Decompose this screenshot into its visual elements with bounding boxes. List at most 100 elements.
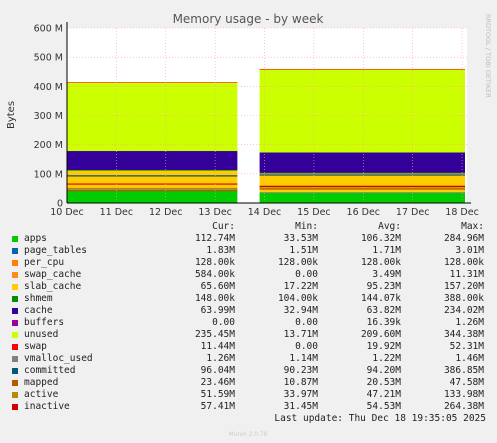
legend-min: 128.00k <box>277 257 318 268</box>
legend-label: unused <box>24 329 59 340</box>
legend-label: cache <box>24 305 53 316</box>
legend-row-active: active 51.59M 33.97M 47.21M 133.98M <box>12 389 486 401</box>
legend-max: 234.02M <box>443 305 484 316</box>
legend-max: 11.31M <box>449 269 484 280</box>
x-tick-label: 16 Dec <box>347 207 381 218</box>
legend-label: swap_cache <box>24 269 82 280</box>
header-min: Min: <box>295 221 318 232</box>
legend-avg: 209.60M <box>360 329 401 340</box>
x-tick-label: 14 Dec <box>248 207 282 218</box>
legend-row-swap-cache: swap_cache 584.00k 0.00 3.49M 11.31M <box>12 269 486 281</box>
header-avg: Avg: <box>378 221 401 232</box>
legend-cur: 65.60M <box>200 281 235 292</box>
legend-min: 0.00 <box>295 269 318 280</box>
rrdtool-credit: RRDTOOL / TOBI OETIKER <box>484 14 492 98</box>
y-tick-label: 400 M <box>34 82 63 93</box>
legend-cur: 584.00k <box>194 269 235 280</box>
area-swap-cache-before <box>67 189 238 190</box>
legend-cur: 63.99M <box>200 305 235 316</box>
legend-avg: 63.82M <box>366 305 401 316</box>
grid <box>66 22 471 204</box>
legend-swatch <box>12 296 18 302</box>
legend-row-mapped: mapped 23.46M 10.87M 20.53M 47.58M <box>12 377 486 389</box>
legend-swatch <box>12 404 18 410</box>
legend-max: 3.01M <box>455 245 484 256</box>
legend-row-page-tables: page_tables 1.83M 1.51M 1.71M 3.01M <box>12 245 486 257</box>
legend-cur: 23.46M <box>200 377 235 388</box>
area-apps-after <box>259 192 465 203</box>
area-shmem-after <box>259 172 465 174</box>
area-slab-cache-after <box>259 172 465 192</box>
area-swap-cache-after <box>259 191 465 193</box>
legend-max: 264.38M <box>443 401 484 412</box>
legend-header: Cur: Min: Avg: Max: <box>12 221 486 233</box>
legend-swatch <box>12 236 18 242</box>
legend-swatch <box>12 272 18 278</box>
legend-row-shmem: shmem 148.00k 104.00k 144.07k 388.00k <box>12 293 486 305</box>
legend-swatch <box>12 332 18 338</box>
legend-max: 128.00k <box>443 257 484 268</box>
legend-max: 133.98M <box>443 389 484 400</box>
legend-cur: 112.74M <box>194 233 235 244</box>
legend-max: 386.85M <box>443 365 484 376</box>
legend-cur: 11.44M <box>200 341 235 352</box>
legend-cur: 235.45M <box>194 329 235 340</box>
legend-min: 0.00 <box>295 317 318 328</box>
area-swap-before <box>67 82 238 83</box>
legend-cur: 148.00k <box>194 293 235 304</box>
legend-avg: 16.39k <box>366 317 401 328</box>
legend-min: 104.00k <box>277 293 318 304</box>
legend-avg: 1.22M <box>372 353 401 364</box>
x-tick-label: 12 Dec <box>149 207 183 218</box>
x-axis-ticks: 10 Dec 11 Dec 12 Dec 13 Dec 14 Dec 15 Dec 16 D… <box>50 207 479 218</box>
y-tick-label: 100 M <box>34 169 63 180</box>
x-tick-label: 15 Dec <box>297 207 331 218</box>
legend-cur: 0.00 <box>212 317 235 328</box>
y-tick-label: 200 M <box>34 140 63 151</box>
legend-max: 1.26M <box>455 317 484 328</box>
legend-swatch <box>12 356 18 362</box>
legend-swatch <box>12 320 18 326</box>
header-cur: Cur: <box>212 221 235 232</box>
legend-label: mapped <box>24 377 59 388</box>
legend-label: active <box>24 389 59 400</box>
legend-row-inactive: inactive 57.41M 31.45M 54.53M 264.38M <box>12 401 486 413</box>
x-tick-label: 18 Dec <box>445 207 479 218</box>
legend-swatch <box>12 368 18 374</box>
legend-avg: 144.07k <box>360 293 401 304</box>
legend-swatch <box>12 392 18 398</box>
y-tick-label: 500 M <box>34 53 63 64</box>
header-max: Max: <box>461 221 484 232</box>
legend-min: 31.45M <box>283 401 318 412</box>
legend-min: 1.51M <box>289 245 318 256</box>
legend-min: 13.71M <box>283 329 318 340</box>
legend-cur: 57.41M <box>200 401 235 412</box>
legend-max: 1.46M <box>455 353 484 364</box>
legend-min: 33.53M <box>283 233 318 244</box>
legend-row-buffers: buffers 0.00 0.00 16.39k 1.26M <box>12 317 486 329</box>
legend-swatch <box>12 344 18 350</box>
y-tick-label: 600 M <box>34 24 63 35</box>
legend-min: 90.23M <box>283 365 318 376</box>
y-axis-label: Bytes <box>6 101 17 129</box>
legend-cur: 51.59M <box>200 389 235 400</box>
legend-max: 47.58M <box>449 377 484 388</box>
legend-label: shmem <box>24 293 53 304</box>
legend-swatch <box>12 380 18 386</box>
legend-swatch <box>12 308 18 314</box>
legend-cur: 128.00k <box>194 257 235 268</box>
area-shmem-before <box>67 169 238 171</box>
area-apps-before <box>67 189 238 203</box>
legend-avg: 20.53M <box>366 377 401 388</box>
area-slab-cache-before <box>67 170 238 189</box>
legend-swatch <box>12 248 18 254</box>
area-swap-after <box>259 69 465 70</box>
chart-title: Memory usage - by week <box>173 12 324 26</box>
legend-label: inactive <box>24 401 70 412</box>
x-tick-label: 13 Dec <box>198 207 232 218</box>
legend-avg: 54.53M <box>366 401 401 412</box>
legend-row-committed: committed 96.04M 90.23M 94.20M 386.85M <box>12 365 486 377</box>
legend-cur: 96.04M <box>200 365 235 376</box>
last-update: Last update: Thu Dec 18 19:35:05 2025 <box>274 413 486 424</box>
